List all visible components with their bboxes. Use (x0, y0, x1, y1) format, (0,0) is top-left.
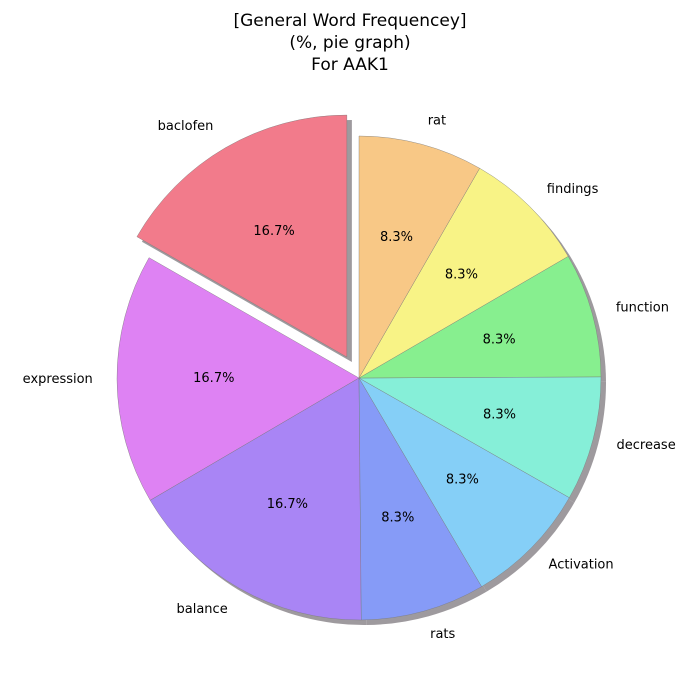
pct-label-activation: 8.3% (446, 472, 479, 487)
pie-slice-baclofen (136, 114, 348, 358)
pie-slice-findings (358, 167, 569, 379)
pct-label-findings: 8.3% (445, 268, 478, 283)
pie-slice-rats (358, 377, 482, 621)
slice-label-expression: expression (23, 372, 93, 387)
pct-label-baclofen: 16.7% (253, 224, 294, 239)
slice-label-decrease: decrease (617, 438, 676, 453)
pct-label-expression: 16.7% (193, 371, 234, 386)
pie-slice-decrease (358, 376, 602, 498)
pie-slice-balance (149, 377, 362, 621)
slice-label-baclofen: baclofen (158, 119, 214, 134)
pct-label-balance: 16.7% (267, 497, 308, 512)
slice-label-rat: rat (428, 113, 446, 128)
pct-label-decrease: 8.3% (483, 407, 516, 422)
pie-slice-expression (116, 257, 360, 501)
pct-label-rats: 8.3% (381, 510, 414, 525)
chart-title-line-2: (%, pie graph) (289, 33, 411, 53)
slice-label-activation: Activation (549, 557, 614, 572)
slice-label-function: function (616, 301, 669, 316)
chart-title-line-1: [General Word Frequencey] (233, 11, 467, 31)
pct-label-function: 8.3% (483, 332, 516, 347)
slice-label-findings: findings (547, 182, 599, 197)
pie-slice-activation (358, 377, 570, 587)
slice-label-balance: balance (177, 602, 228, 617)
pie-slice-function (358, 256, 602, 379)
chart-title-line-3: For AAK1 (311, 55, 389, 75)
slice-label-rats: rats (430, 627, 455, 642)
pie-slice-rat (358, 135, 480, 379)
pct-label-rat: 8.3% (380, 230, 413, 245)
